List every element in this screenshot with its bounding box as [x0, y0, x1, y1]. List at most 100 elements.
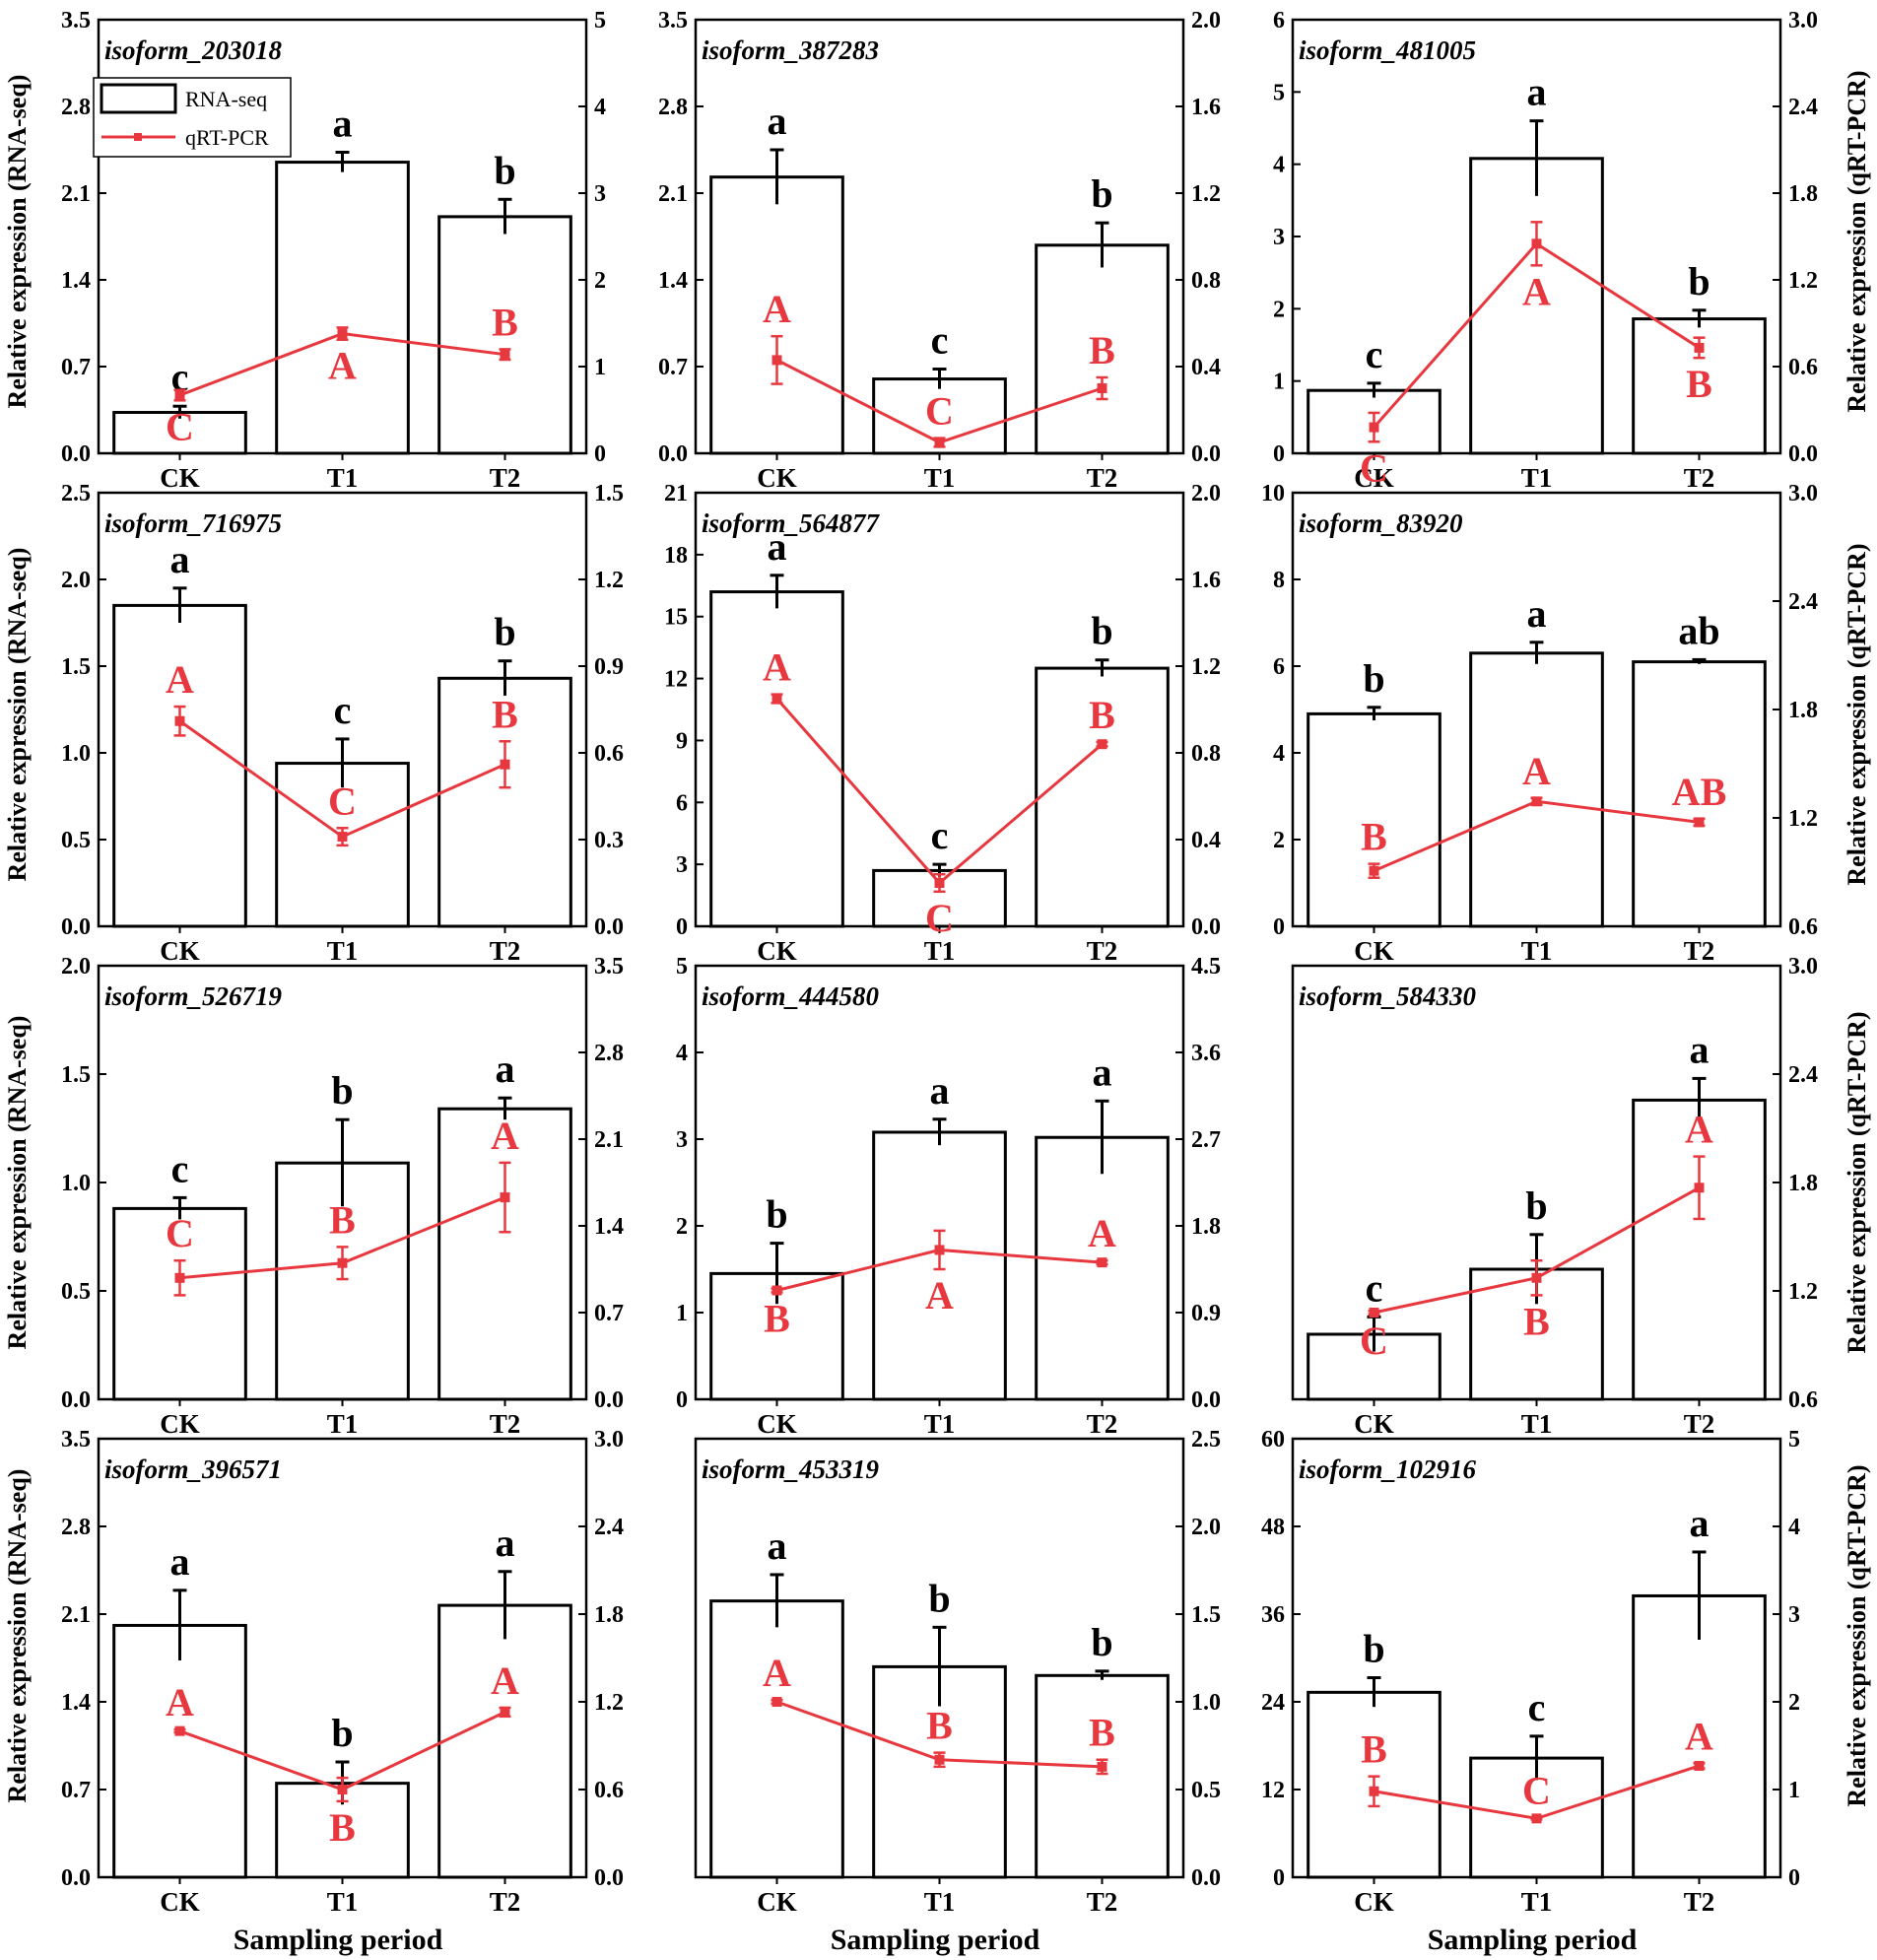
panel-7-right-tick-label: 0.0 — [594, 1387, 624, 1413]
panel-3-right-tick-label: 1.2 — [1788, 268, 1818, 294]
panel-12-qpcr-letter: B — [1361, 1727, 1387, 1772]
panel-8-category-label: T1 — [924, 1409, 956, 1439]
panel-1-category-label: T2 — [490, 463, 521, 493]
legend-qpcr-label: qRT-PCR — [185, 125, 269, 150]
panel-4-bar-letter: b — [494, 610, 515, 654]
panel-12-left-tick-label: 24 — [1261, 1690, 1285, 1716]
panel-3-right-tick-label: 3.0 — [1788, 8, 1818, 34]
panel-12-bar-letter: b — [1363, 1627, 1384, 1671]
panel-6-left-tick-label: 4 — [1273, 741, 1285, 767]
panel-10-qpcr-letter: B — [329, 1805, 356, 1850]
panel-7-right-tick-label: 0.7 — [594, 1301, 624, 1326]
panel-3-qpcr-point — [1531, 238, 1542, 249]
panel-4-right-tick-label: 1.5 — [594, 481, 624, 507]
panel-7-category-label: T2 — [490, 1409, 521, 1439]
panel-7-qpcr-point — [500, 1192, 510, 1203]
panel-9-category-label: T2 — [1684, 1409, 1715, 1439]
panel-10-left-tick-label: 0.7 — [61, 1778, 91, 1803]
panel-10-category-label: T2 — [490, 1887, 521, 1917]
panel-2-qpcr-letter: C — [925, 389, 954, 434]
panel-8-right-tick-label: 3.6 — [1191, 1041, 1221, 1066]
panel-11-qpcr-point — [934, 1754, 945, 1765]
panel-4-left-tick-label: 0.5 — [61, 828, 91, 853]
panel-6-left-tick-label: 10 — [1261, 481, 1285, 507]
panel-5-title: isoform_564877 — [702, 508, 881, 538]
panel-6-right-tick-label: 1.8 — [1788, 698, 1818, 723]
panel-10-bar-ck — [112, 1623, 247, 1879]
panel-10-left-tick-label: 1.4 — [61, 1690, 91, 1716]
panel-3-right-tick-label: 1.8 — [1788, 181, 1818, 207]
panel-6-category-label: T1 — [1521, 936, 1553, 966]
panel-2-qpcr-letter: B — [1089, 328, 1115, 372]
panel-2-left-tick-label: 0.7 — [658, 355, 688, 380]
right-axis-title-row2: Relative expression (qRT-PCR) — [1843, 543, 1871, 885]
panel-3-right-tick-label: 0.6 — [1788, 355, 1818, 380]
panel-11-bar-letter: b — [1091, 1620, 1112, 1664]
panel-12-title: isoform_102916 — [1299, 1454, 1477, 1484]
panel-2-left-tick-label: 2.8 — [658, 95, 688, 120]
panel-9-bar-letter: a — [1690, 1027, 1709, 1071]
panel-1-category-label: T1 — [327, 463, 359, 493]
panel-4-bar-ck — [112, 603, 247, 928]
panel-10-right-tick-label: 2.4 — [594, 1515, 624, 1540]
panel-12-bar-letter: c — [1528, 1685, 1546, 1729]
panel-4-right-tick-label: 1.2 — [594, 568, 624, 593]
panel-2-right-tick-label: 0.4 — [1191, 355, 1221, 380]
panel-4-qpcr-point — [174, 715, 185, 726]
panel-4-qpcr-point — [500, 759, 510, 770]
panel-8-bar-letter: a — [930, 1068, 950, 1113]
panel-4-left-tick-label: 0.0 — [61, 914, 91, 940]
panel-2-bar-letter: b — [1091, 171, 1112, 216]
panel-3-left-tick-label: 2 — [1273, 297, 1285, 322]
panel-4-bar-letter: a — [170, 537, 190, 581]
right-axis-title-row3: Relative expression (qRT-PCR) — [1843, 1011, 1871, 1353]
panel-11-title: isoform_453319 — [702, 1454, 880, 1484]
panel-3-left-tick-label: 1 — [1273, 370, 1285, 395]
legend-rna-label: RNA-seq — [185, 87, 267, 111]
panel-8-left-tick-label: 5 — [676, 954, 688, 980]
panel-1-title: isoform_203018 — [104, 35, 283, 65]
panel-1-category-label: CK — [160, 463, 200, 493]
panel-9-bar-letter: c — [1366, 1265, 1383, 1310]
panel-7-left-tick-label: 0.5 — [61, 1279, 91, 1305]
panel-2-bar-letter: a — [768, 99, 787, 143]
panel-1-qpcr-letter: C — [166, 404, 194, 448]
panel-2-right-tick-label: 0.8 — [1191, 268, 1221, 294]
panel-2-qpcr-point — [934, 438, 945, 447]
panel-7-right-tick-label: 3.5 — [594, 954, 624, 980]
panel-5-qpcr-letter: C — [925, 896, 954, 940]
legend-bar-swatch — [100, 83, 177, 114]
panel-12-right-tick-label: 5 — [1788, 1427, 1800, 1453]
panel-3-right-tick-label: 0.0 — [1788, 441, 1818, 467]
panel-3-left-tick-label: 4 — [1273, 153, 1285, 178]
panel-10-right-tick-label: 3.0 — [594, 1427, 624, 1453]
panel-10-category-label: T1 — [327, 1887, 359, 1917]
panel-4-qpcr-letter: B — [492, 692, 518, 736]
panel-11-qpcr-letter: B — [1089, 1711, 1115, 1755]
panel-11-qpcr-letter: B — [926, 1704, 953, 1748]
panel-9-bar-letter: b — [1525, 1183, 1547, 1228]
panel-5-right-tick-label: 1.2 — [1191, 654, 1221, 680]
panel-8-right-tick-label: 1.8 — [1191, 1214, 1221, 1240]
panel-11-category-label: CK — [757, 1887, 797, 1917]
panel-8-bar-letter: b — [766, 1192, 787, 1237]
panel-3-qpcr-point — [1694, 342, 1705, 353]
panel-2-left-tick-label: 3.5 — [658, 8, 688, 34]
panel-5-left-tick-label: 0 — [676, 914, 688, 940]
panel-6-right-tick-label: 1.2 — [1788, 806, 1818, 832]
panel-6-category-label: T2 — [1684, 936, 1715, 966]
panel-7-title: isoform_526719 — [104, 981, 283, 1011]
panel-3-qpcr-point — [1369, 422, 1379, 433]
panel-1-bar-letter: c — [171, 355, 189, 399]
panel-8-right-tick-label: 0.9 — [1191, 1301, 1221, 1326]
panel-11-right-tick-label: 2.5 — [1191, 1427, 1221, 1453]
panel-10-bar-t2 — [437, 1603, 572, 1879]
panel-8-qpcr-point — [771, 1285, 782, 1296]
legend: RNA-seq qRT-PCR — [93, 77, 292, 158]
panel-2-qpcr-point — [1097, 383, 1107, 393]
panel-12-right-tick-label: 0 — [1788, 1865, 1800, 1891]
legend-box — [93, 77, 292, 158]
panel-8-left-tick-label: 0 — [676, 1387, 688, 1413]
panel-10-bar-letter: a — [496, 1521, 515, 1565]
